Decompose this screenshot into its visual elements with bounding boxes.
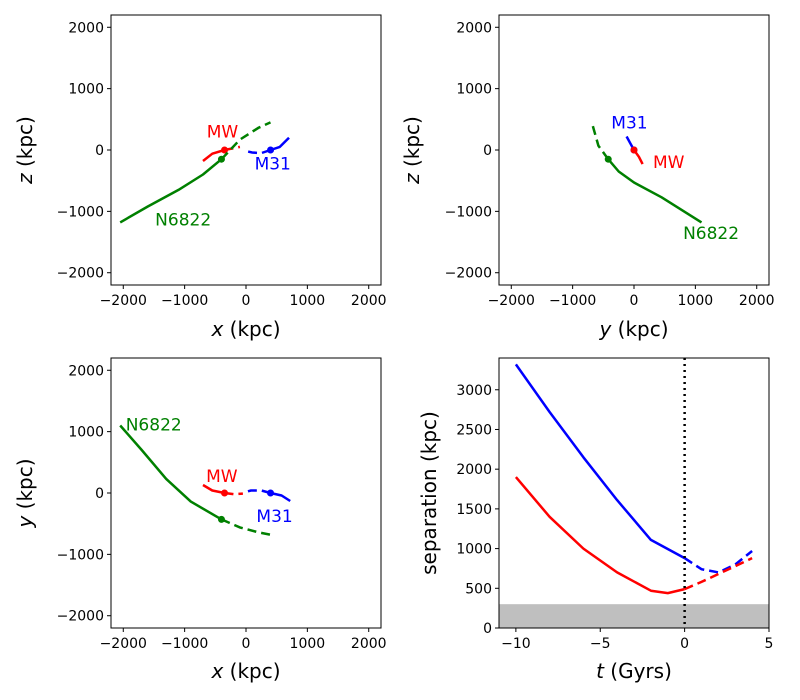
label-m31: M31 [611,114,647,134]
x-tick-label: −10 [501,636,531,652]
series-m31-marker [267,489,275,497]
series-mw-solid [202,148,225,162]
x-tick-label: 1000 [290,636,326,652]
series-n6822-dashed [591,123,610,160]
label-mw: MW [207,123,239,143]
x-axis-label: y (kpc) [598,317,668,341]
series-mw-marker [221,489,229,497]
shaded-region [499,604,769,628]
y-axis-label: z (kpc) [13,116,37,185]
y-tick-label: −2000 [445,266,492,282]
x-tick-label: 5 [765,636,774,652]
y-tick-label: 2000 [68,363,104,379]
series-ff0000-solid [514,476,685,595]
series-n6822-marker [217,515,225,523]
series-m31-dashed [243,148,271,155]
y-tick-label: 500 [465,581,492,597]
axes-frame [498,357,770,629]
label-mw: MW [206,467,238,487]
label-mw: MW [653,153,685,173]
y-tick-label: −2000 [57,266,104,282]
x-tick-label: −2000 [100,293,147,309]
series-0000ff-solid [514,363,686,560]
series-n6822-marker [217,155,225,163]
series-0000ff-dashed [683,550,753,574]
plot-area [499,358,769,628]
y-tick-label: 2000 [456,20,492,36]
x-axis-label: x (kpc) [210,317,280,341]
series-mw-solid [202,483,225,495]
y-tick-label: −1000 [445,204,492,220]
x-tick-label: 1000 [290,293,326,309]
y-tick-label: 0 [483,143,492,159]
y-tick-label: −1000 [57,547,104,563]
x-tick-label: 0 [242,636,251,652]
y-axis-label: separation (kpc) [417,411,441,575]
axes-frame [110,357,382,629]
series-n6822-solid [119,424,223,521]
label-m31: M31 [255,155,291,175]
plot-area [591,123,703,224]
y-tick-label: −1000 [57,204,104,220]
x-tick-label: −1000 [161,636,208,652]
plot-area [119,121,290,224]
x-tick-label: −5 [590,636,611,652]
y-tick-label: 2000 [456,462,492,478]
series-m31-marker [267,146,275,154]
y-tick-label: 1000 [456,82,492,98]
y-tick-label: 0 [95,486,104,502]
y-tick-label: 2000 [68,20,104,36]
label-n6822: N6822 [155,210,211,230]
panel-separation-vs-time: −10 −5 0 5 0 500 1000 1500 2000 2500 3000 t (Gyrs) s… [417,357,774,683]
plot-area [119,424,291,536]
series-mw-marker [630,146,638,154]
panel-y-z: M31 MW N6822 −2000 −1000 0 1000 2000 −2000 −1000 0… [400,14,775,341]
y-tick-label: 1000 [68,425,104,441]
x-tick-label: −2000 [100,636,147,652]
y-axis-label: z (kpc) [400,116,424,185]
x-tick-label: 0 [680,636,689,652]
x-tick-label: 2000 [351,636,387,652]
series-m31-solid [270,491,291,503]
y-tick-label: 1000 [456,542,492,558]
y-axis-label: y (kpc) [13,458,37,528]
x-tick-label: 2000 [739,293,775,309]
panel-x-z: MW M31 N6822 −2000 −1000 0 1000 2000 −2000 −1000 0… [13,14,387,341]
label-n6822: N6822 [126,415,182,435]
x-tick-label: 2000 [351,293,387,309]
y-tick-label: 0 [95,143,104,159]
y-tick-label: 1000 [68,82,104,98]
series-n6822-marker [604,155,612,163]
label-n6822: N6822 [683,224,739,244]
y-tick-label: 3000 [456,383,492,399]
axes-frame [110,14,382,286]
series-mw-marker [221,146,229,154]
series-n6822-solid [119,158,223,224]
series-ff0000-dashed [684,556,753,591]
panel-x-y: N6822 MW M31 −2000 −1000 0 1000 2000 −2000 −1000 0… [13,357,387,683]
x-tick-label: −1000 [161,293,208,309]
y-tick-label: 1500 [456,502,492,518]
x-axis-label: x (kpc) [210,659,280,683]
y-tick-label: 0 [483,621,492,637]
y-tick-label: −2000 [57,609,104,625]
series-n6822-dashed [221,518,271,536]
y-tick-label: 2500 [456,422,492,438]
label-m31: M31 [256,507,292,527]
series-m31-dashed [243,489,271,495]
x-tick-label: 0 [242,293,251,309]
x-axis-label: t (Gyrs) [596,659,672,683]
x-tick-label: 0 [630,293,639,309]
x-tick-label: 1000 [678,293,714,309]
x-tick-label: −2000 [488,293,535,309]
x-tick-label: −1000 [549,293,596,309]
series-n6822-solid [607,158,703,224]
